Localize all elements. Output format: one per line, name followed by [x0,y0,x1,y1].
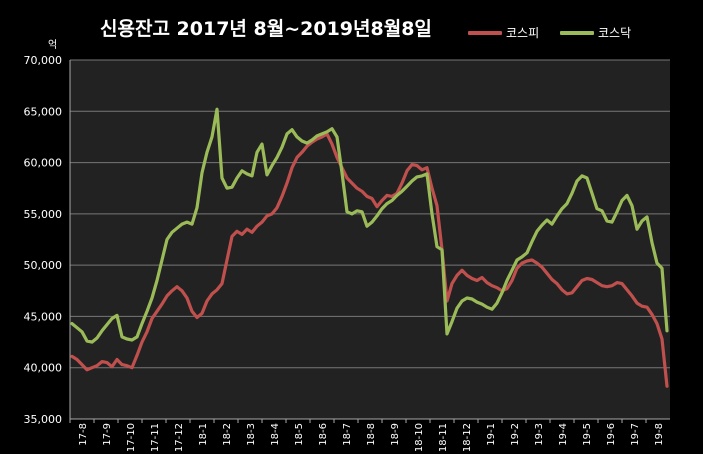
legend-swatch-kosdaq [560,30,594,35]
x-tick-label: 18-6 [318,423,329,446]
y-tick-label: 60,000 [24,157,63,170]
x-tick-label: 19-7 [630,423,641,446]
y-tick-label: 70,000 [24,54,63,67]
x-tick-label: 17-10 [126,423,137,452]
y-tick-label: 35,000 [24,413,63,426]
x-tick-label: 18-10 [414,423,425,452]
x-tick-label: 19-3 [534,423,545,446]
x-tick-label: 17-12 [174,423,185,452]
y-tick-label: 55,000 [24,208,63,221]
legend-item-kosdaq: 코스닥 [560,24,631,41]
plot-area [70,60,670,419]
x-tick-label: 18-2 [222,423,233,446]
x-tick-label: 18-8 [366,423,377,446]
legend-label-kospi: 코스피 [506,26,540,40]
x-tick-label: 18-5 [294,423,305,446]
x-tick-label: 19-8 [654,423,665,446]
y-tick-label: 40,000 [24,362,63,375]
y-tick-label: 65,000 [24,105,63,118]
legend-item-kospi: 코스피 [468,24,539,41]
y-tick-label: 50,000 [24,259,63,272]
legend-swatch-kospi [468,30,502,35]
x-tick-label: 17-9 [102,423,113,446]
y-tick-label: 45,000 [24,310,63,323]
x-tick-label: 19-5 [582,423,593,446]
x-tick-label: 18-3 [246,423,257,446]
legend-label-kosdaq: 코스닥 [598,26,632,40]
x-tick-label: 18-11 [438,423,449,452]
x-tick-label: 18-7 [342,423,353,446]
x-tick-label: 18-12 [462,423,473,452]
x-tick-label: 18-9 [390,423,401,446]
x-tick-label: 19-1 [486,423,497,446]
gridlines [70,59,670,420]
x-tick-label: 19-6 [606,423,617,446]
series-lines [70,107,669,388]
y-axis: 35,000 40,000 45,000 50,000 55,000 60,000 65,0… [24,54,71,426]
x-tick-label: 19-2 [510,423,521,446]
x-tick-label: 19-4 [558,423,569,446]
x-tick-label: 18-4 [270,423,281,446]
x-axis: 17-8 17-9 17-10 17-11 17-12 18-1 18-2 18-3 18-4 1… [69,418,670,452]
x-tick-label: 17-11 [150,423,161,452]
series-line-kosdaq [70,107,669,344]
series-line-kospi [70,132,669,388]
y-unit-label: 억 [48,40,58,51]
chart-title: 신용잔고 2017년 8월~2019년8월8일 [100,18,432,40]
x-tick-label: 17-8 [78,423,89,446]
x-tick-label: 18-1 [198,423,209,446]
